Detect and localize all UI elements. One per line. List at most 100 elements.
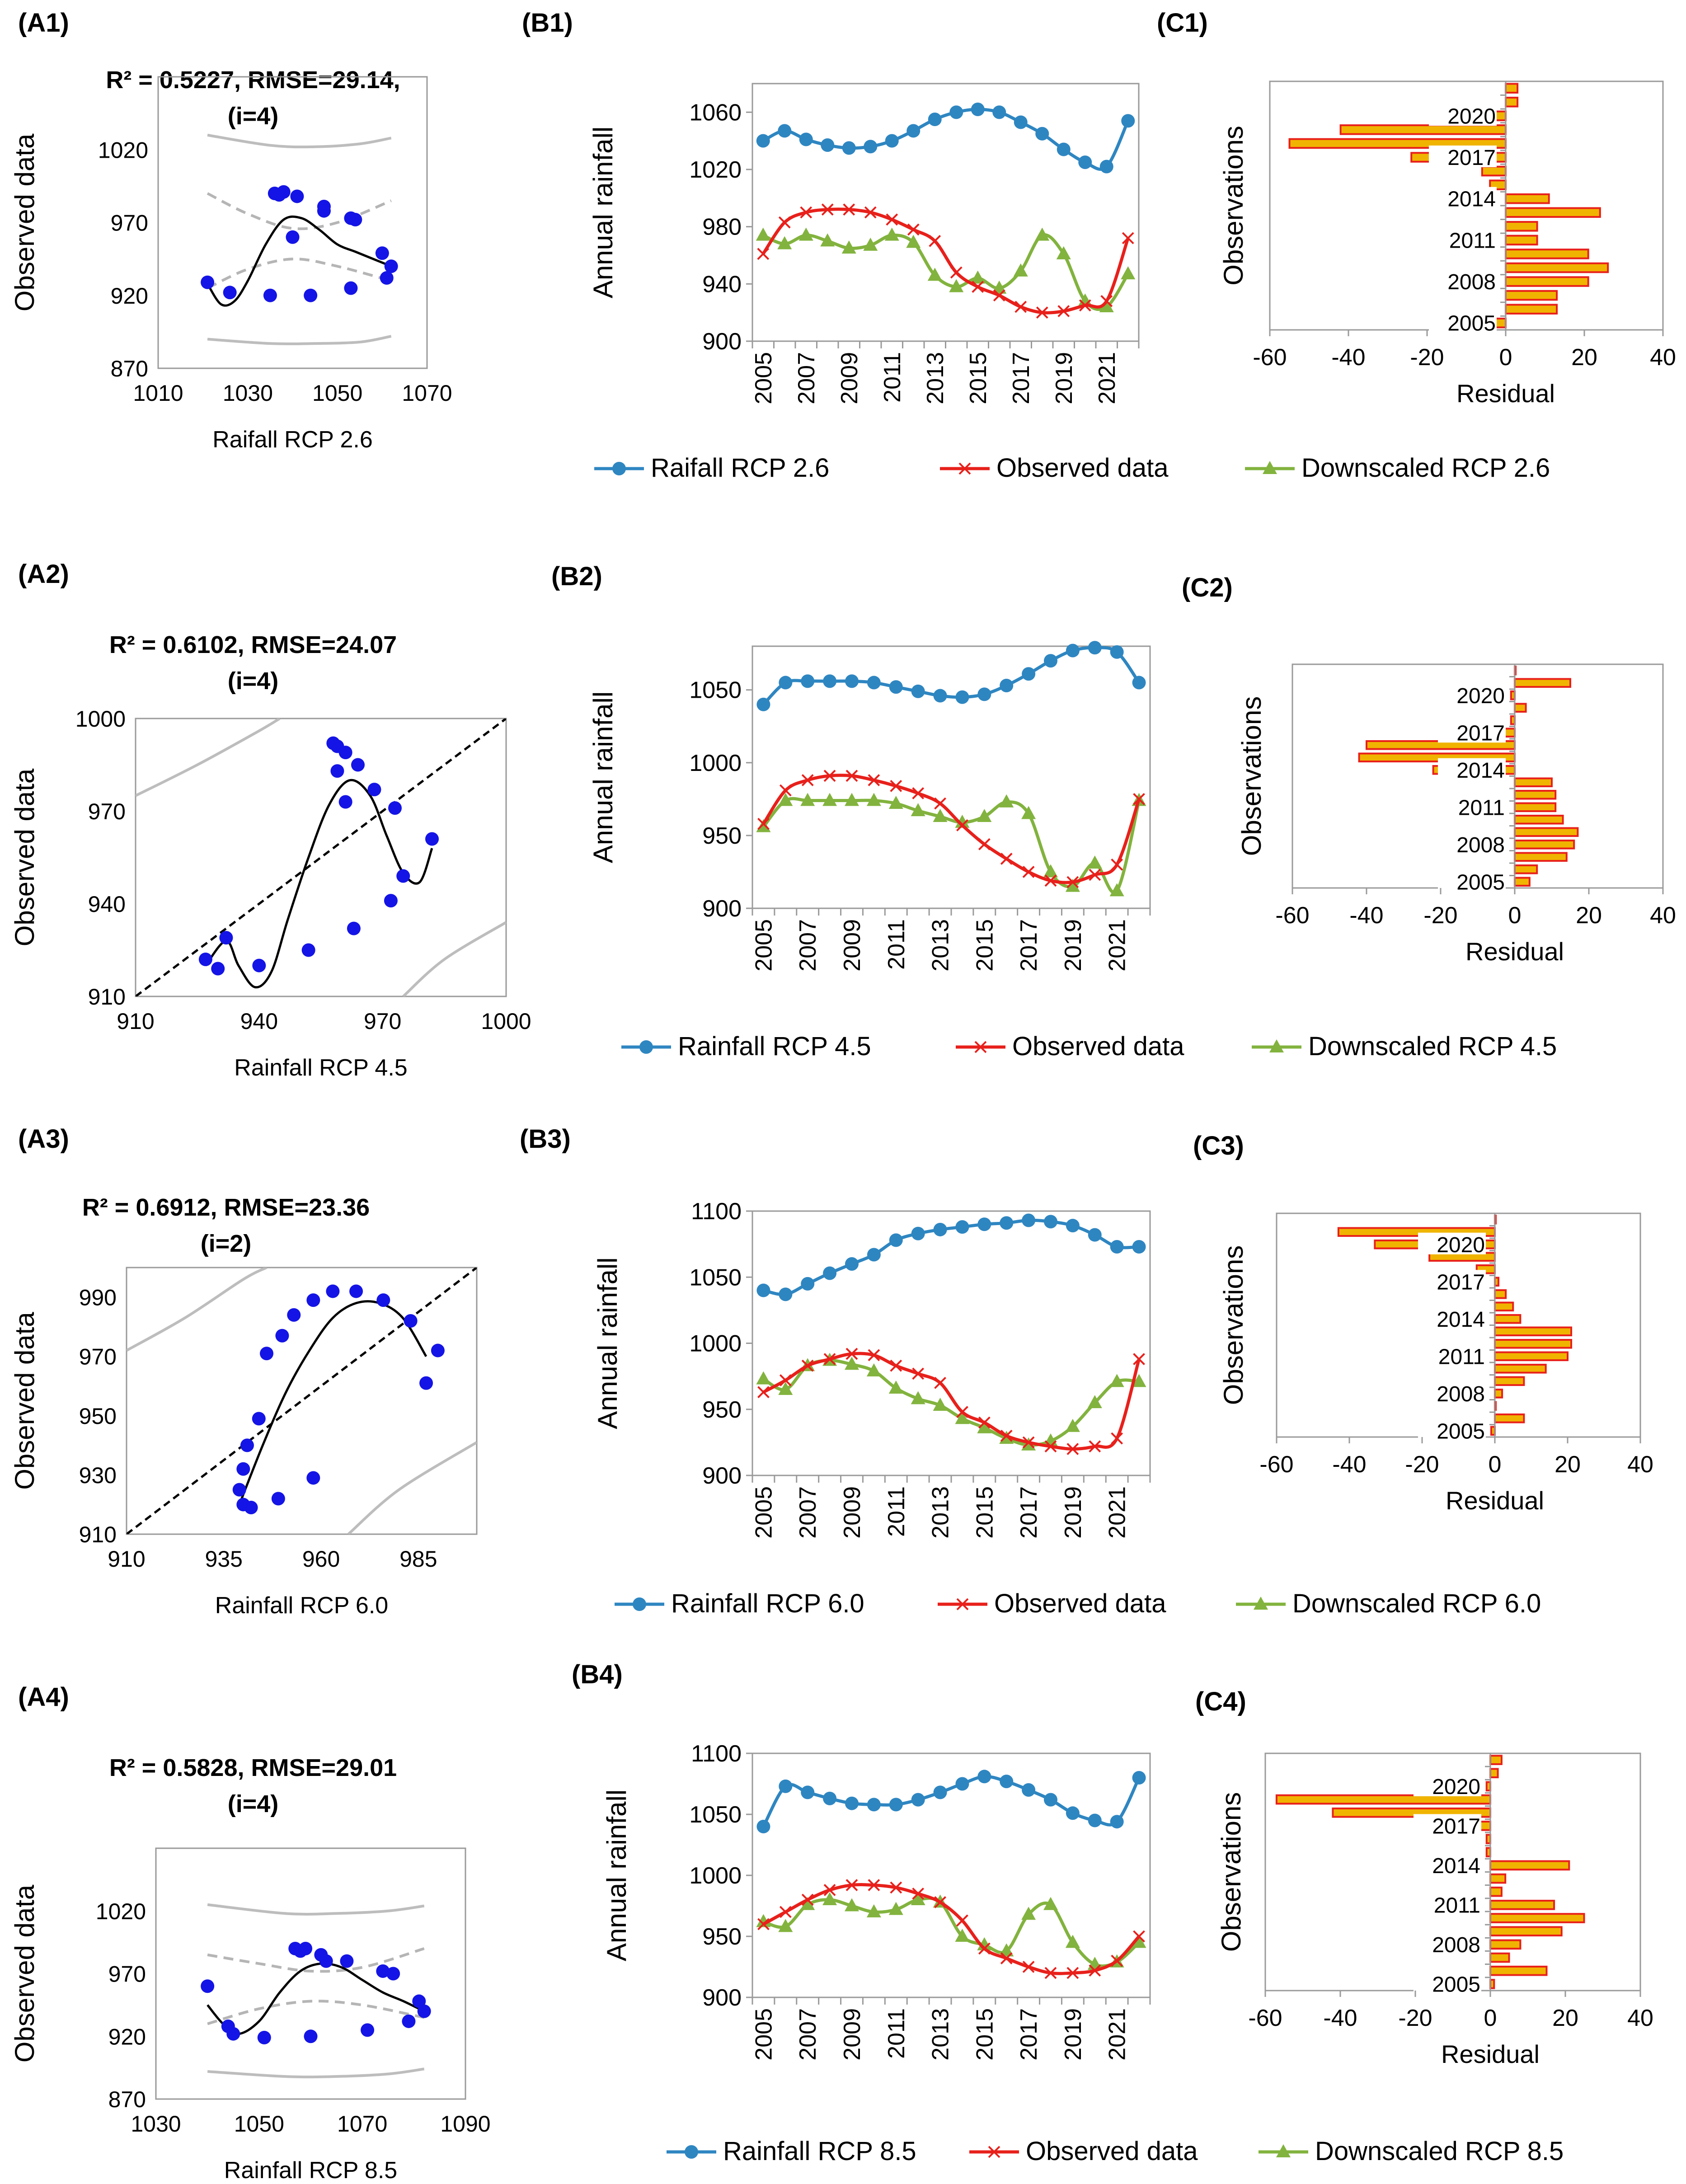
residual-bar: [1514, 802, 1557, 813]
data-point: [1087, 855, 1102, 869]
data-point: [956, 1406, 968, 1418]
y-tick-label: 1050: [689, 677, 742, 704]
y-tick-label: 2017: [1432, 1814, 1480, 1838]
data-point: [756, 134, 770, 148]
legend-label: Observed data: [1026, 2137, 1198, 2166]
legend-marker: [958, 462, 971, 475]
data-point: [823, 1353, 836, 1366]
scatter-point: [306, 1471, 320, 1485]
residual-bar: [1514, 703, 1527, 713]
chart-title: R² = 0.6102, RMSE=24.07: [109, 631, 397, 658]
residual-bar: [1505, 276, 1589, 287]
scatter-panel-a3: (A3) R² = 0.6912, RMSE=23.36 (i=2) 910 935 96…: [9, 1124, 478, 1619]
data-point: [778, 216, 791, 229]
data-point: [866, 1363, 881, 1376]
year-label-bg: [1429, 228, 1497, 250]
y-axis-label: Observations: [1218, 1245, 1249, 1405]
data-point: [977, 1420, 992, 1433]
scatter-point: [330, 764, 344, 778]
x-tick-label: -60: [1248, 2005, 1282, 2031]
residual-panel-c4: (C4) 2005 2008 2011 2014 2017 2020 -60 -40 -20 0 20…: [1195, 1687, 1653, 2068]
data-point: [845, 1348, 858, 1360]
data-point: [885, 134, 899, 148]
y-tick-label: 2008: [1447, 270, 1496, 294]
plot-frame: [155, 1847, 466, 2100]
data-point: [911, 1226, 925, 1240]
scatter-point: [344, 281, 358, 295]
data-point: [1057, 305, 1070, 317]
data-point: [1078, 155, 1092, 169]
residual-bar: [1494, 1376, 1525, 1386]
y-tick-label: 2020: [1447, 104, 1496, 128]
data-point: [972, 281, 984, 293]
data-point: [1044, 654, 1057, 668]
data-point: [779, 1779, 793, 1793]
data-point: [888, 796, 903, 809]
x-axis-label: Raifall RCP 2.6: [212, 427, 373, 453]
legend: Raifall RCP 2.6 Observed data Downscaled R…: [594, 453, 1550, 483]
data-point: [1000, 1429, 1013, 1442]
y-tick-label: 1000: [689, 1863, 742, 1889]
x-tick-label: 2017: [1016, 1486, 1042, 1539]
data-point: [822, 1892, 837, 1905]
data-point: [757, 817, 770, 830]
residual-bar: [1514, 678, 1571, 688]
y-tick-label: 2005: [1456, 870, 1505, 894]
year-label-bg: [1429, 270, 1497, 292]
scatter-point: [419, 1376, 433, 1390]
residual-bar: [1505, 221, 1538, 232]
plot-frame: [135, 718, 507, 997]
data-point: [1065, 878, 1080, 892]
data-point: [1088, 1228, 1102, 1242]
data-point: [1022, 667, 1036, 681]
y-tick-label: 950: [79, 1404, 117, 1429]
confidence-band-line: [207, 1947, 425, 1973]
scatter-point: [244, 1501, 258, 1514]
identity-line: [127, 1268, 477, 1534]
scatter-point: [277, 185, 291, 199]
data-point: [867, 1798, 881, 1812]
y-tick-label: 2014: [1456, 759, 1505, 783]
year-label-bg: [1418, 1381, 1486, 1404]
chart-title: R² = 0.6912, RMSE=23.36: [82, 1194, 370, 1221]
data-point: [756, 1820, 770, 1833]
panel-label: (A2): [18, 559, 69, 589]
scatter-point: [223, 286, 237, 300]
data-point: [888, 1902, 903, 1915]
data-point: [949, 279, 964, 292]
scatter-point: [301, 943, 315, 957]
data-point: [845, 793, 859, 806]
data-point: [1021, 806, 1036, 819]
residual-bar: [1505, 83, 1519, 94]
y-tick-label: 970: [108, 1962, 146, 1987]
scatter-point: [380, 271, 394, 285]
data-point: [911, 1793, 925, 1807]
year-label-bg: [1418, 1419, 1486, 1441]
data-point: [823, 1883, 836, 1896]
scatter-point: [252, 958, 266, 972]
prediction-band-line: [207, 134, 392, 149]
data-point: [845, 1257, 859, 1271]
data-point: [971, 103, 985, 116]
data-point: [933, 1397, 948, 1411]
data-point: [1000, 853, 1013, 865]
y-axis-label: Observed data: [9, 1884, 40, 2062]
data-point: [1078, 293, 1093, 307]
data-point: [933, 1222, 947, 1236]
residual-bar: [1489, 1926, 1563, 1937]
x-tick-label: 2013: [928, 2008, 954, 2061]
data-point: [1036, 306, 1048, 319]
panel-label: (C4): [1195, 1687, 1246, 1716]
data-point: [756, 697, 770, 711]
y-tick-label: 970: [79, 1344, 117, 1370]
y-tick-label: 2005: [1437, 1419, 1485, 1443]
y-tick-label: 1100: [691, 1198, 742, 1225]
data-point: [911, 1892, 925, 1905]
residual-bar: [1494, 1363, 1547, 1374]
residual-bar: [1505, 207, 1601, 218]
data-point: [1022, 1783, 1036, 1797]
x-tick-label: 2019: [1051, 352, 1077, 404]
panel-label: (B2): [551, 562, 602, 591]
data-point: [1065, 1935, 1080, 1948]
